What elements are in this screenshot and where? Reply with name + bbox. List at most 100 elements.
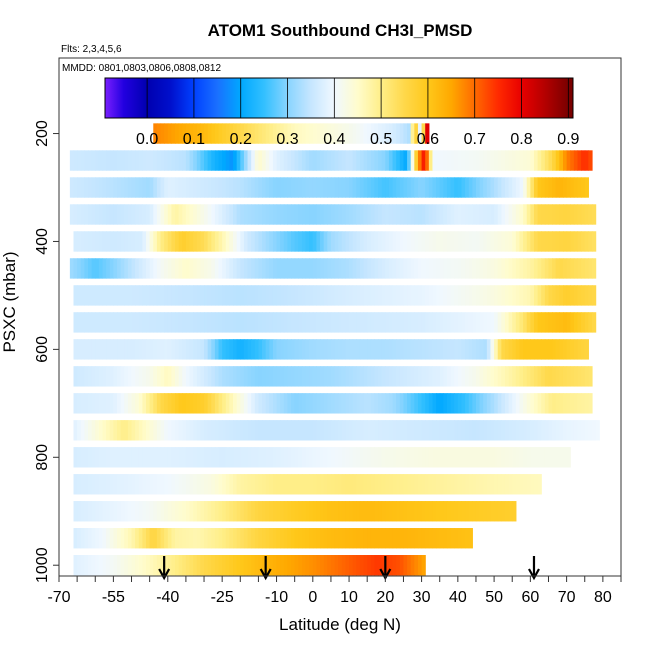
heatmap-cell bbox=[577, 366, 582, 387]
heatmap-cell bbox=[475, 393, 481, 414]
heatmap-cell bbox=[211, 231, 216, 252]
heatmap-cell bbox=[117, 555, 122, 576]
heatmap-cell bbox=[341, 231, 347, 252]
heatmap-cell bbox=[294, 339, 299, 360]
heatmap-cell bbox=[403, 177, 408, 198]
heatmap-cell bbox=[399, 528, 405, 549]
heatmap-cell bbox=[146, 366, 151, 387]
heatmap-cell bbox=[392, 312, 397, 333]
heatmap-cell bbox=[320, 501, 325, 522]
heatmap-cell bbox=[421, 420, 426, 441]
heatmap-cell bbox=[439, 204, 444, 225]
heatmap-cell bbox=[164, 447, 169, 468]
heatmap-cell bbox=[523, 177, 528, 198]
heatmap-cell bbox=[178, 447, 183, 468]
heatmap-cell bbox=[200, 231, 205, 252]
heatmap-cell bbox=[175, 501, 180, 522]
heatmap-cell bbox=[233, 339, 238, 360]
heatmap-cell bbox=[338, 555, 343, 576]
heatmap-cell bbox=[472, 393, 477, 414]
heatmap-cell bbox=[446, 447, 452, 468]
heatmap-cell bbox=[555, 285, 560, 306]
heatmap-cell bbox=[497, 393, 502, 414]
heatmap-cell bbox=[283, 204, 289, 225]
heatmap-cell bbox=[486, 447, 492, 468]
heatmap-cell bbox=[320, 447, 325, 468]
heatmap-cell bbox=[106, 258, 111, 279]
heatmap-cell bbox=[185, 312, 191, 333]
heatmap-cell bbox=[457, 231, 463, 252]
heatmap-cell bbox=[106, 393, 111, 414]
heatmap-cell bbox=[323, 177, 328, 198]
heatmap-cell bbox=[566, 204, 571, 225]
heatmap-cell bbox=[468, 366, 473, 387]
heatmap-cell bbox=[243, 177, 249, 198]
heatmap-cell bbox=[69, 150, 75, 171]
heatmap-cell bbox=[222, 420, 227, 441]
heatmap-cell bbox=[164, 528, 169, 549]
heatmap-cell bbox=[236, 420, 241, 441]
heatmap-cell bbox=[80, 150, 85, 171]
heatmap-cell bbox=[287, 285, 292, 306]
heatmap-cell bbox=[396, 474, 401, 495]
heatmap-cell bbox=[562, 258, 568, 279]
heatmap-cell bbox=[287, 177, 292, 198]
heatmap-cell bbox=[338, 204, 343, 225]
heatmap-cell bbox=[581, 204, 586, 225]
heatmap-cell bbox=[457, 366, 463, 387]
heatmap-cell bbox=[240, 231, 245, 252]
heatmap-cell bbox=[175, 231, 180, 252]
heatmap-cell bbox=[233, 177, 238, 198]
heatmap-cell bbox=[523, 393, 528, 414]
heatmap-cell bbox=[559, 447, 564, 468]
heatmap-cell bbox=[345, 393, 350, 414]
heatmap-cell bbox=[359, 204, 365, 225]
heatmap-cell bbox=[468, 339, 473, 360]
dates-subtitle: MMDD: 0801,0803,0806,0808,0812 bbox=[62, 63, 221, 74]
heatmap-cell bbox=[570, 366, 575, 387]
heatmap-cell bbox=[432, 339, 437, 360]
heatmap-cell bbox=[251, 501, 256, 522]
heatmap-cell bbox=[352, 123, 357, 144]
heatmap-cell bbox=[483, 474, 488, 495]
heatmap-cell bbox=[436, 285, 441, 306]
heatmap-cell bbox=[396, 501, 401, 522]
heatmap-cell bbox=[432, 285, 437, 306]
heatmap-cell bbox=[280, 231, 285, 252]
heatmap-cell bbox=[182, 204, 187, 225]
heatmap-cell bbox=[149, 177, 154, 198]
heatmap-cell bbox=[425, 528, 430, 549]
heatmap-cell bbox=[283, 258, 289, 279]
heatmap-cell bbox=[479, 312, 484, 333]
heatmap-cell bbox=[497, 501, 502, 522]
heatmap-cell bbox=[207, 393, 212, 414]
heatmap-cell bbox=[309, 474, 314, 495]
heatmap-cell bbox=[559, 150, 564, 171]
heatmap-cell bbox=[399, 150, 405, 171]
heatmap-cell bbox=[283, 555, 289, 576]
heatmap-cell bbox=[113, 420, 118, 441]
heatmap-cell bbox=[501, 393, 506, 414]
heatmap-cell bbox=[475, 447, 481, 468]
arrow-head bbox=[158, 568, 171, 581]
heatmap-cell bbox=[207, 501, 212, 522]
heatmap-cell bbox=[207, 258, 212, 279]
heatmap-cell bbox=[117, 285, 122, 306]
heatmap-cell bbox=[367, 150, 372, 171]
heatmap-cell bbox=[399, 501, 405, 522]
heatmap-cell bbox=[457, 177, 463, 198]
heatmap-cell bbox=[349, 474, 354, 495]
heatmap-cell bbox=[204, 447, 209, 468]
heatmap-cell bbox=[425, 393, 430, 414]
heatmap-cell bbox=[233, 123, 238, 144]
heatmap-cell bbox=[102, 555, 107, 576]
heatmap-cell bbox=[562, 150, 568, 171]
heatmap-cell bbox=[142, 177, 147, 198]
heatmap-cell bbox=[120, 393, 125, 414]
heatmap-cell bbox=[508, 393, 513, 414]
heatmap-cell bbox=[254, 474, 260, 495]
heatmap-cell bbox=[109, 204, 114, 225]
heatmap-cell bbox=[334, 150, 339, 171]
heatmap-cell bbox=[334, 123, 339, 144]
heatmap-cell bbox=[541, 339, 546, 360]
